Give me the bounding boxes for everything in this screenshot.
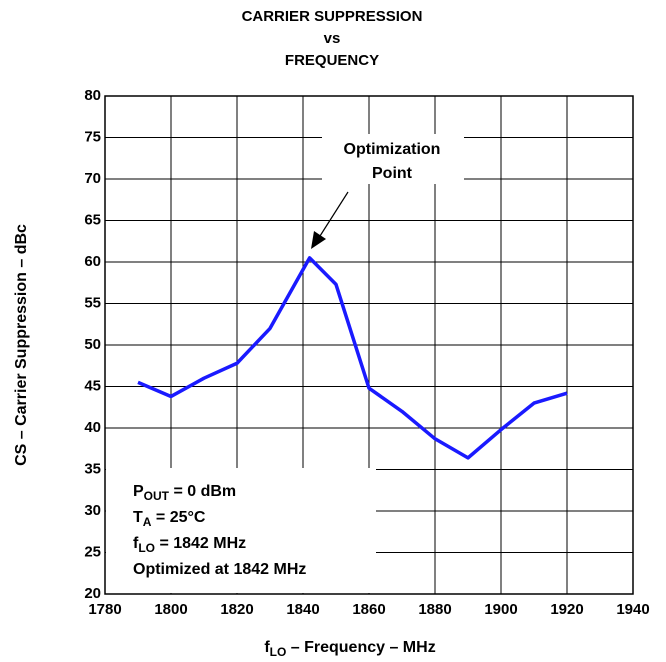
- annotation: Point: [372, 165, 413, 182]
- data-line: [137, 256, 568, 460]
- condition: POUT = 0 dBm: [133, 483, 236, 503]
- x-tick-label: 1780: [88, 601, 121, 618]
- condition-rest: = 25°C: [151, 509, 205, 526]
- condition-sub: A: [143, 515, 152, 529]
- condition-sub: OUT: [144, 489, 170, 503]
- condition: TA = 25°C: [133, 509, 206, 529]
- condition-main: P: [133, 483, 144, 500]
- y-tick-label: 70: [84, 170, 101, 187]
- condition-main: T: [133, 509, 143, 526]
- x-tick-label: 1860: [352, 601, 385, 618]
- condition-sub: LO: [138, 541, 155, 555]
- y-tick-label: 30: [84, 502, 101, 519]
- y-tick-label: 80: [84, 87, 101, 104]
- x-axis-label-sub: LO: [270, 645, 287, 659]
- x-tick-label: 1900: [484, 601, 517, 618]
- y-tick-label: 20: [84, 585, 101, 602]
- y-tick-label: 60: [84, 253, 101, 270]
- x-tick-label: 1820: [220, 601, 253, 618]
- annotation: Optimization: [344, 141, 441, 158]
- plot-frame: [104, 95, 634, 595]
- y-tick-label: 50: [84, 336, 101, 353]
- condition-main: f: [133, 535, 139, 552]
- arrow-shaft: [319, 191, 349, 237]
- condition: Optimized at 1842 MHz: [133, 561, 306, 578]
- x-tick-label: 1840: [286, 601, 319, 618]
- arrow-head: [311, 231, 326, 249]
- y-tick-label: 35: [84, 460, 101, 477]
- y-tick-label: 40: [84, 419, 101, 436]
- chart-title: FREQUENCY: [285, 52, 379, 69]
- condition-rest: = 1842 MHz: [155, 535, 246, 552]
- condition: fLO = 1842 MHz: [133, 535, 246, 555]
- y-tick-label: 45: [84, 377, 101, 394]
- annotation-backdrop: [322, 134, 464, 184]
- y-tick-label: 65: [84, 211, 101, 228]
- x-tick-label: 1800: [154, 601, 187, 618]
- x-tick-label: 1880: [418, 601, 451, 618]
- condition-rest: = 0 dBm: [169, 483, 236, 500]
- chart-title: CARRIER SUPPRESSION: [242, 8, 423, 25]
- x-tick-label: 1940: [616, 601, 649, 618]
- y-axis-label: CS – Carrier Suppression – dBc: [13, 224, 30, 466]
- conditions-backdrop: [106, 468, 376, 593]
- chart-title: vs: [324, 30, 341, 47]
- condition-main: Optimized at 1842 MHz: [133, 561, 306, 578]
- y-tick-label: 25: [84, 543, 101, 560]
- x-tick-label: 1920: [550, 601, 583, 618]
- x-axis-label-main: f: [264, 639, 270, 656]
- y-tick-label: 55: [84, 294, 101, 311]
- y-tick-label: 75: [84, 128, 101, 145]
- x-axis-label-rest: – Frequency – MHz: [286, 639, 435, 656]
- x-axis-label: fLO – Frequency – MHz: [264, 639, 435, 659]
